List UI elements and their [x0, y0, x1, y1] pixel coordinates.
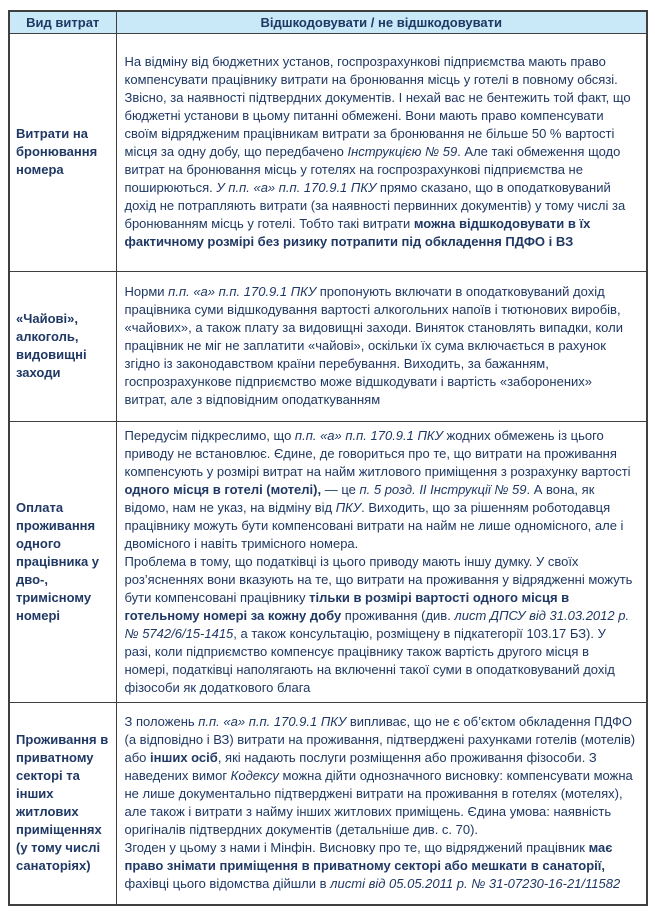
text-segment: , а також консультацію, розміщену в підк…: [124, 625, 615, 695]
header-expense-type: Вид витрат: [8, 10, 117, 34]
text-segment: Згоден у цьому з нами і Мінфін. Висновку…: [124, 840, 589, 856]
expense-type-cell: Проживання в приватному секторі та інших…: [8, 701, 117, 906]
table-row: «Чайові», алкоголь, видовищні заходи Норм…: [8, 270, 648, 422]
paragraph: З положень п.п. «а» п.п. 170.9.1 ПКУ вип…: [125, 713, 637, 839]
text-segment: п.п. «а» п.п. 170.9.1 ПКУ: [198, 714, 347, 730]
text-segment: жодних обмежень із цього приводу не вста…: [124, 427, 631, 479]
paragraph: Згоден у цьому з нами і Мінфін. Висновку…: [125, 839, 637, 893]
text-segment: . Але такі обмеження щодо витрат на брон…: [124, 144, 621, 195]
text-segment: листі від 05.05.2011 р. № 31-07230-16-21…: [330, 876, 621, 892]
text-segment: інших осіб: [150, 750, 218, 766]
text-segment: Інструкцією № 59: [347, 144, 458, 159]
text-segment: проживання (див.: [341, 607, 455, 623]
paragraph: На відміну від бюджетних установ, госпро…: [125, 53, 637, 251]
table-header: Вид витрат Відшкодовувати / не відшкодов…: [8, 10, 648, 34]
expense-description-cell: Передусім підкреслимо, що п.п. «а» п.п. …: [115, 420, 648, 703]
table-row: Витрати на бронювання номера На відміну в…: [8, 32, 648, 272]
text-segment: Передусім підкреслимо, що: [124, 427, 295, 443]
text-segment: , які надають послуги розміщення або про…: [124, 750, 597, 784]
text-segment: лист ДПСУ від 31.03.2012 р. № 5742/6/15-…: [124, 607, 630, 641]
text-segment: одного місця в готелі (мотелі),: [124, 481, 322, 497]
expense-type-cell: «Чайові», алкоголь, видовищні заходи: [8, 270, 117, 422]
text-segment: пропонують включати в оподатковуваний до…: [124, 284, 623, 407]
text-segment: . А вона, як відомо, нам не указ, на від…: [124, 481, 595, 515]
text-segment: ПКУ: [335, 499, 362, 515]
text-segment: має право знімати приміщення в приватном…: [124, 840, 613, 874]
text-segment: . Виходить, що за рішенням роботодавця п…: [124, 499, 624, 551]
text-segment: фахівці цього відомства дійшли в: [124, 876, 331, 892]
expense-description-cell: Норми п.п. «а» п.п. 170.9.1 ПКУ пропоную…: [115, 270, 648, 422]
header-reimburse-or-not: Відшкодовувати / не відшкодовувати: [115, 10, 648, 34]
text-segment: п.п. «а» п.п. 170.9.1 ПКУ: [168, 284, 317, 299]
paragraph: Передусім підкреслимо, що п.п. «а» п.п. …: [125, 427, 637, 553]
text-segment: Проблема в тому, що податківці із цього …: [124, 553, 633, 605]
text-segment: прямо сказано, що в оподатковуваний дохі…: [124, 180, 626, 231]
text-segment: — це: [321, 481, 360, 497]
text-segment: Кодексу: [230, 768, 279, 784]
text-segment: п. 5 розд. ІІ Інструкції № 59: [359, 481, 527, 497]
text-segment: Норми: [124, 284, 169, 299]
text-segment: п.п. «а» п.п. 170.9.1 ПКУ: [294, 427, 443, 443]
expense-description-cell: З положень п.п. «а» п.п. 170.9.1 ПКУ вип…: [115, 701, 648, 906]
paragraph: Проблема в тому, що податківці із цього …: [125, 553, 637, 697]
text-segment: З положень: [124, 714, 199, 730]
text-segment: можна дійти однозначного висновку: компе…: [124, 768, 633, 838]
text-segment: випливає, що не є об’єктом обкладення ПД…: [124, 714, 636, 766]
paragraph: Норми п.п. «а» п.п. 170.9.1 ПКУ пропоную…: [125, 283, 637, 409]
text-segment: На відміну від бюджетних установ, госпро…: [124, 54, 631, 159]
table-row: Проживання в приватному секторі та інших…: [8, 701, 648, 906]
text-segment: У п.п. «а» п.п. 170.9.1 ПКУ: [216, 180, 377, 195]
expense-description-cell: На відміну від бюджетних установ, госпро…: [115, 32, 648, 272]
table-row: Оплата проживання одного працівника у дв…: [8, 420, 648, 703]
expense-type-cell: Витрати на бронювання номера: [8, 32, 117, 272]
expense-reimbursement-table: Вид витрат Відшкодовувати / не відшкодов…: [8, 10, 648, 906]
expense-type-cell: Оплата проживання одного працівника у дв…: [8, 420, 117, 703]
text-segment: тільки в розмірі вартості одного місця в…: [124, 589, 570, 623]
text-segment: можна відшкодовувати в їх фактичному роз…: [124, 216, 591, 249]
table-body: Витрати на бронювання номера На відміну в…: [8, 32, 648, 906]
header-row: Вид витрат Відшкодовувати / не відшкодов…: [8, 10, 648, 34]
